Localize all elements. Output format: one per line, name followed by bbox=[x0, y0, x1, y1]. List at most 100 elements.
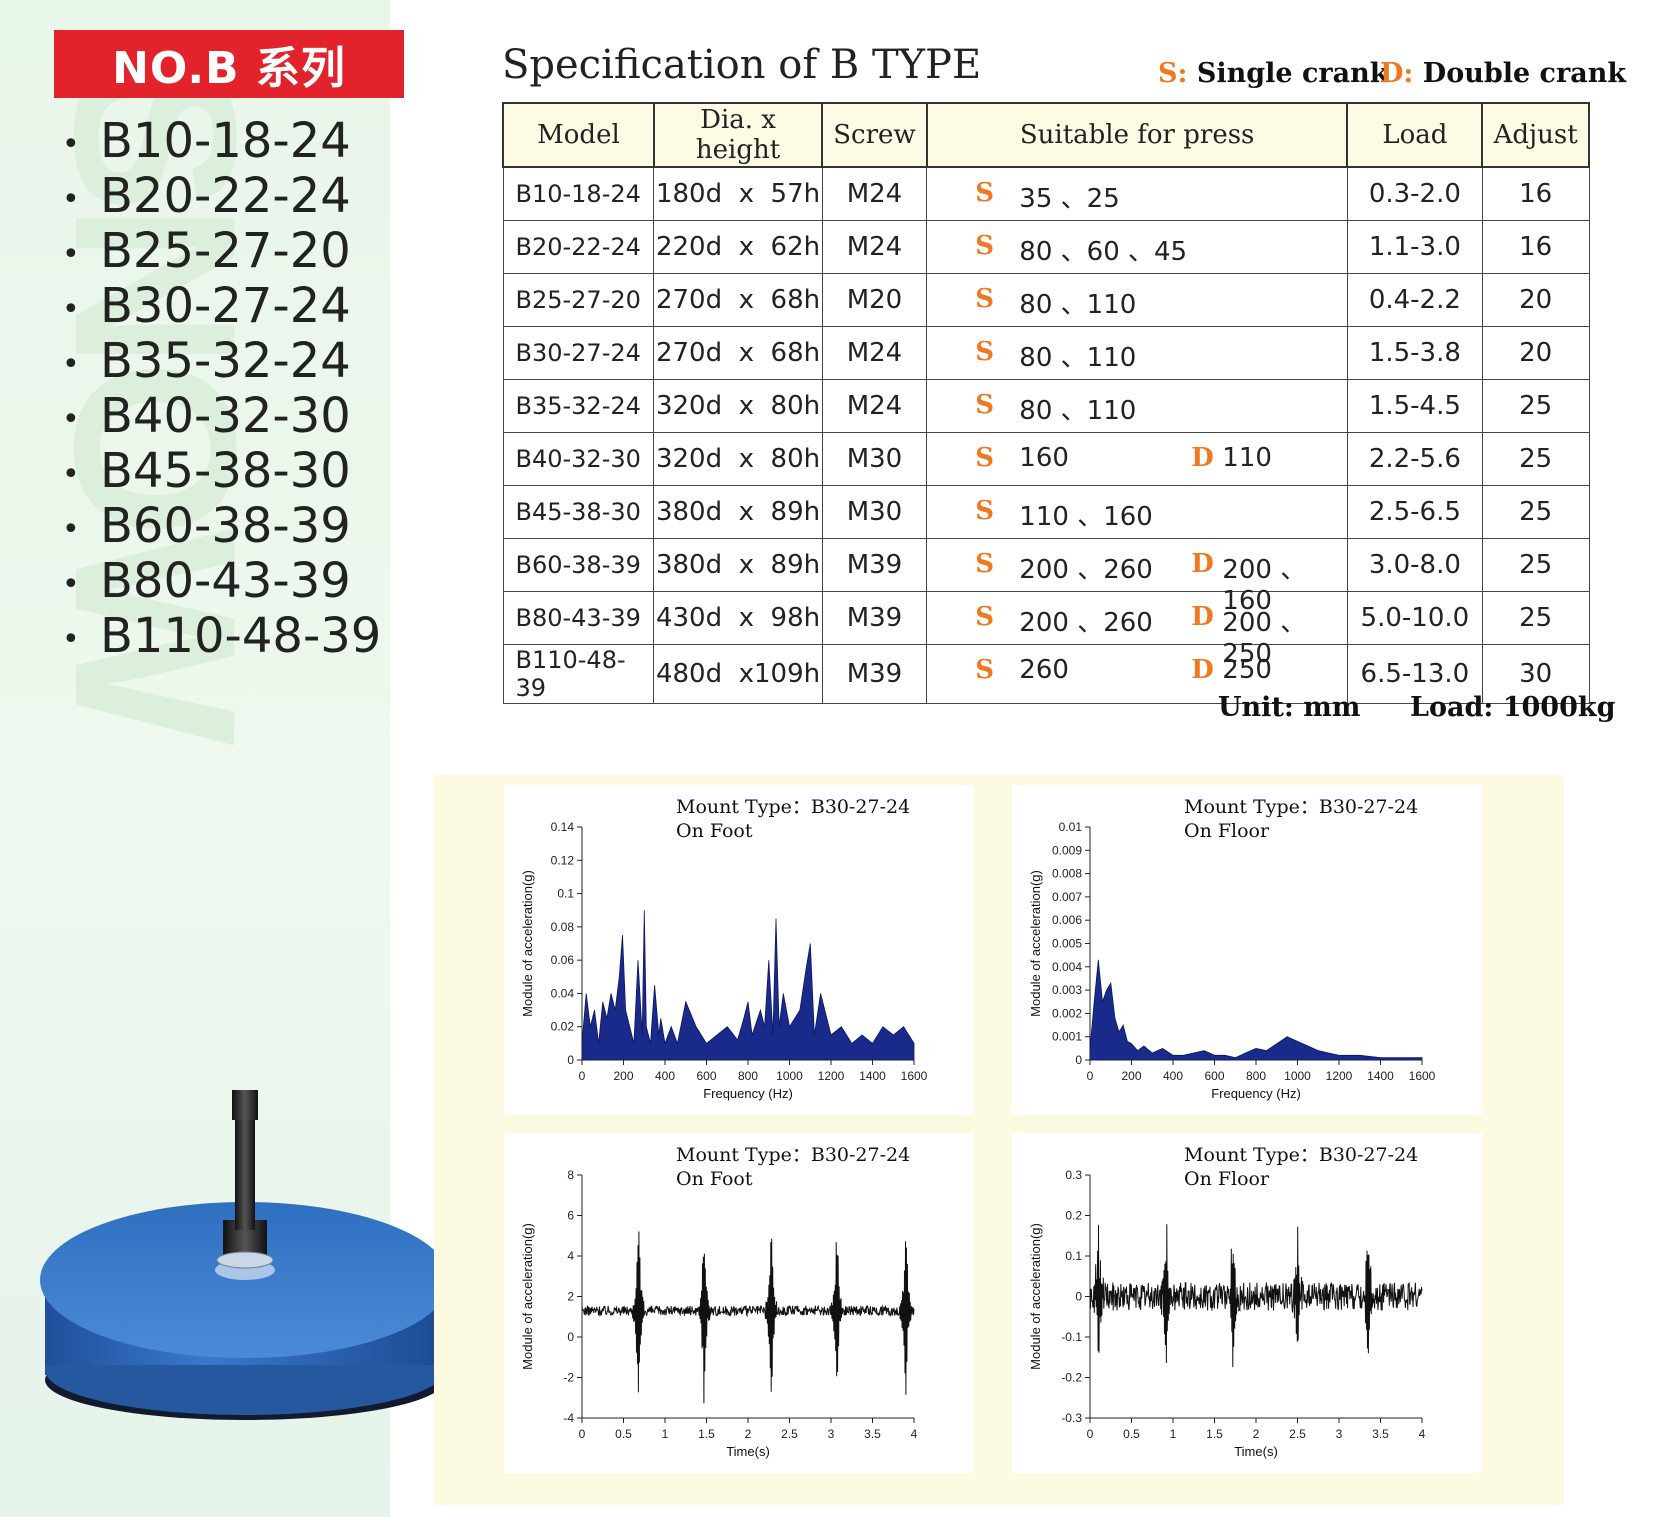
y-tick-label: 0.08 bbox=[551, 920, 575, 934]
x-tick-label: 1 bbox=[1170, 1427, 1177, 1441]
x-tick-label: 200 bbox=[613, 1069, 633, 1083]
single-crank-marker: S bbox=[975, 496, 995, 526]
cell-screw: M39 bbox=[821, 591, 928, 645]
x-tick-label: 4 bbox=[1419, 1427, 1426, 1441]
double-crank-marker: D bbox=[1191, 655, 1214, 685]
cell-screw: M24 bbox=[821, 166, 928, 221]
single-crank-values: 80 、110 bbox=[1019, 290, 1137, 320]
cell-dimension: 380d x 89h bbox=[653, 485, 823, 539]
model-list-label: B10-18-24 bbox=[100, 113, 351, 169]
y-axis-label: Module of acceleration(g) bbox=[520, 870, 535, 1017]
x-tick-label: 0 bbox=[579, 1069, 586, 1083]
model-list-label: B110-48-39 bbox=[100, 608, 382, 664]
cell-dimension: 270d x 68h bbox=[653, 273, 823, 327]
cell-screw: M24 bbox=[821, 326, 928, 380]
cell-model: B110-48-39 bbox=[502, 644, 655, 704]
cell-load: 0.4-2.2 bbox=[1346, 273, 1483, 327]
model-list-label: B25-27-20 bbox=[100, 223, 351, 279]
chart-subtitle-line: On Foot bbox=[676, 820, 753, 842]
chart-subtitle-line: On Floor bbox=[1184, 1168, 1270, 1190]
y-tick-label: 0.008 bbox=[1052, 867, 1082, 881]
spec-title: Specification of B TYPE bbox=[502, 42, 982, 88]
charts-area: Mount Type：B30-27-24 On Foot 0 0.02 0.04 0.06… bbox=[434, 775, 1564, 1505]
model-list-label: B60-38-39 bbox=[100, 498, 351, 554]
bullet-icon: • bbox=[62, 181, 80, 217]
model-list-item: • B45-38-30 bbox=[62, 444, 381, 499]
cell-load: 6.5-13.0 bbox=[1346, 644, 1483, 704]
x-tick-label: 0.5 bbox=[1123, 1427, 1140, 1441]
model-list-item: • B40-32-30 bbox=[62, 389, 381, 444]
series-line bbox=[581, 1231, 915, 1404]
cell-press: S 110 、160 bbox=[926, 485, 1348, 539]
cell-model: B45-38-30 bbox=[502, 485, 655, 539]
bullet-icon: • bbox=[62, 566, 80, 602]
legend-single-crank: S: Single crank bbox=[1158, 58, 1389, 89]
x-tick-label: 1 bbox=[662, 1427, 669, 1441]
cell-adjust: 16 bbox=[1481, 166, 1590, 221]
cell-press: S 80 、110 bbox=[926, 273, 1348, 327]
single-crank-values: 80 、60 、45 bbox=[1019, 237, 1188, 267]
x-tick-label: 0 bbox=[1087, 1069, 1094, 1083]
bullet-icon: • bbox=[62, 126, 80, 162]
cell-dimension: 380d x 89h bbox=[653, 538, 823, 592]
bullet-icon: • bbox=[62, 236, 80, 272]
model-list-item: • B30-27-24 bbox=[62, 279, 381, 334]
cell-adjust: 25 bbox=[1481, 379, 1590, 433]
y-tick-label: 0.2 bbox=[1065, 1209, 1082, 1223]
double-crank-marker: D bbox=[1191, 443, 1214, 473]
cell-dimension: 180d x 57h bbox=[653, 166, 823, 221]
table-row: B10-18-24 180d x 57h M24 S 35 、25 0.3-2.0 16 bbox=[502, 166, 1590, 221]
single-crank-marker: S bbox=[975, 390, 995, 420]
cell-adjust: 25 bbox=[1481, 432, 1590, 486]
x-tick-label: 600 bbox=[1204, 1069, 1224, 1083]
legend-double-crank: D: Double crank bbox=[1380, 58, 1627, 89]
y-tick-label: 0 bbox=[567, 1330, 574, 1344]
y-tick-label: 0.01 bbox=[1059, 820, 1083, 834]
model-list-label: B40-32-30 bbox=[100, 388, 351, 444]
y-tick-label: 4 bbox=[567, 1249, 574, 1263]
y-axis-label: Module of acceleration(g) bbox=[520, 1223, 535, 1370]
single-crank-marker: S bbox=[975, 337, 995, 367]
x-tick-label: 1000 bbox=[776, 1069, 803, 1083]
chart-title: Mount Type：B30-27-24 On Floor bbox=[1184, 1143, 1418, 1191]
model-list-item: • B60-38-39 bbox=[62, 499, 381, 554]
x-tick-label: 1.5 bbox=[698, 1427, 715, 1441]
cell-dimension: 320d x 80h bbox=[653, 379, 823, 433]
bullet-icon: • bbox=[62, 291, 80, 327]
x-tick-label: 2 bbox=[1253, 1427, 1260, 1441]
y-tick-label: 0.3 bbox=[1065, 1168, 1082, 1182]
spec-table: Model Dia. x height Screw Suitable for pres… bbox=[502, 102, 1590, 704]
bullet-icon: • bbox=[62, 511, 80, 547]
cell-adjust: 25 bbox=[1481, 485, 1590, 539]
cell-model: B20-22-24 bbox=[502, 220, 655, 274]
y-tick-label: -4 bbox=[563, 1411, 574, 1425]
x-tick-label: 4 bbox=[911, 1427, 918, 1441]
x-tick-label: 800 bbox=[1246, 1069, 1266, 1083]
x-tick-label: 1200 bbox=[1326, 1069, 1353, 1083]
x-tick-label: 3 bbox=[1336, 1427, 1343, 1441]
single-crank-marker: S bbox=[975, 443, 995, 473]
cell-press: S 80 、60 、45 bbox=[926, 220, 1348, 274]
single-crank-values: 160 bbox=[1019, 443, 1069, 473]
y-tick-label: 0.009 bbox=[1052, 843, 1082, 857]
y-tick-label: -0.1 bbox=[1061, 1330, 1082, 1344]
cell-press: S 80 、110 bbox=[926, 326, 1348, 380]
cell-load: 1.1-3.0 bbox=[1346, 220, 1483, 274]
model-list-item: • B20-22-24 bbox=[62, 169, 381, 224]
model-list-item: • B80-43-39 bbox=[62, 554, 381, 609]
cell-adjust: 30 bbox=[1481, 644, 1590, 704]
cell-dimension: 430d x 98h bbox=[653, 591, 823, 645]
double-crank-values: 250 bbox=[1222, 655, 1272, 685]
table-header-cell: Load bbox=[1346, 102, 1484, 168]
cell-load: 3.0-8.0 bbox=[1346, 538, 1483, 592]
y-tick-label: 0.006 bbox=[1052, 913, 1082, 927]
chart-svg: -0.3 -0.2 -0.1 0 0.1 0.2 0.3 0 0.5 1 1.5 2 2.5 3 3.5 4 T… bbox=[1028, 1168, 1426, 1459]
single-crank-values: 200 、260 bbox=[1019, 608, 1153, 638]
x-tick-label: 1200 bbox=[818, 1069, 845, 1083]
cell-model: B10-18-24 bbox=[502, 166, 655, 221]
table-row: B35-32-24 320d x 80h M24 S 80 、110 1.5-4.5 25 bbox=[502, 379, 1590, 433]
background-watermark: SNOW bbox=[27, 60, 284, 736]
x-axis-label: Time(s) bbox=[1234, 1444, 1278, 1459]
x-tick-label: 400 bbox=[655, 1069, 675, 1083]
model-list-label: B20-22-24 bbox=[100, 168, 351, 224]
